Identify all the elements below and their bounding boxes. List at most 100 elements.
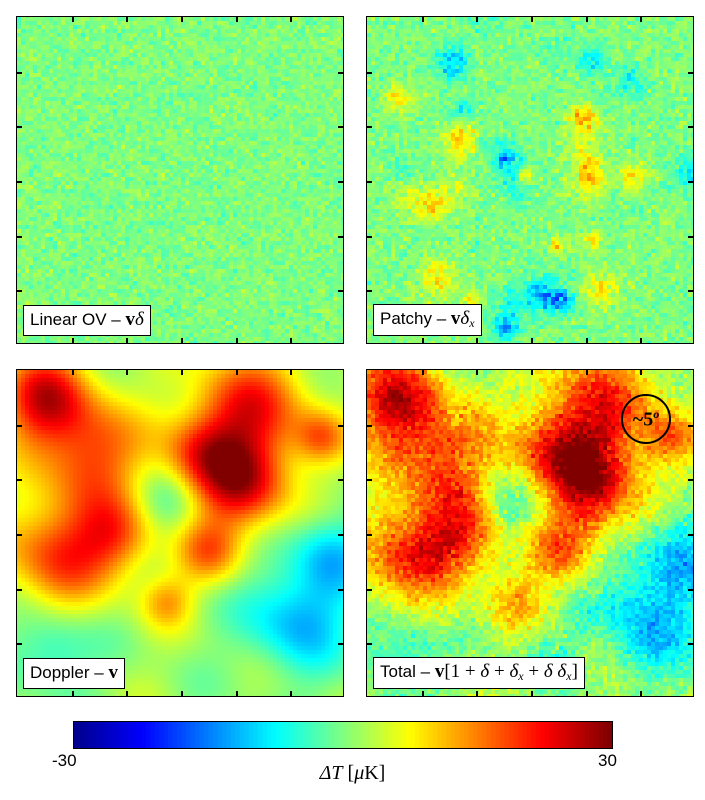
axis-tick xyxy=(290,17,292,22)
axis-tick xyxy=(338,72,343,74)
colorbar-segment xyxy=(96,722,102,748)
colorbar-segment xyxy=(159,722,165,748)
colorbar-segment xyxy=(199,722,205,748)
axis-tick xyxy=(476,691,478,696)
axis-tick xyxy=(476,338,478,343)
heatmap-patchy xyxy=(367,17,693,343)
axis-tick xyxy=(236,691,238,696)
colorbar-segment xyxy=(208,722,214,748)
colorbar-segment xyxy=(168,722,174,748)
scale-marker-circle: ~5o xyxy=(621,394,671,444)
colorbar-segment xyxy=(311,722,317,748)
axis-tick xyxy=(17,72,22,74)
axis-tick xyxy=(586,691,588,696)
colorbar-segment xyxy=(320,722,326,748)
axis-tick xyxy=(181,338,183,343)
colorbar-segment xyxy=(351,722,358,748)
colorbar-segment xyxy=(141,722,147,748)
colorbar-segment xyxy=(127,722,133,748)
axis-tick xyxy=(640,691,642,696)
colorbar-segment xyxy=(195,722,201,748)
colorbar-segment xyxy=(383,722,389,748)
axis-tick xyxy=(338,589,343,591)
colorbar-segment xyxy=(74,722,80,748)
colorbar-segment xyxy=(163,722,169,748)
panel-label-linear-ov: Linear OV – vδ xyxy=(23,305,151,336)
colorbar-segment xyxy=(526,722,532,748)
colorbar-segment xyxy=(123,722,129,748)
colorbar-segment xyxy=(405,722,411,748)
axis-tick xyxy=(688,290,693,292)
axis-tick xyxy=(290,370,292,375)
colorbar-segment xyxy=(576,722,582,748)
label-math: vδx xyxy=(451,308,475,330)
axis-tick xyxy=(476,370,478,375)
colorbar-segment xyxy=(499,722,505,748)
axis-tick xyxy=(367,126,372,128)
axis-tick xyxy=(586,17,588,22)
label-text: Linear OV – xyxy=(30,310,121,329)
axis-tick xyxy=(181,691,183,696)
axis-tick xyxy=(72,370,74,375)
colorbar xyxy=(73,721,613,749)
axis-tick xyxy=(586,338,588,343)
colorbar-segment xyxy=(118,722,124,748)
colorbar-segment xyxy=(473,722,479,748)
colorbar-segment xyxy=(589,722,595,748)
axis-tick xyxy=(367,479,372,481)
colorbar-segment xyxy=(495,722,501,748)
axis-tick xyxy=(338,534,343,536)
colorbar-segment xyxy=(190,722,196,748)
colorbar-segment xyxy=(365,722,371,748)
colorbar-segment xyxy=(513,722,519,748)
colorbar-segment xyxy=(378,722,384,748)
axis-tick xyxy=(17,425,22,427)
axis-tick xyxy=(338,290,343,292)
colorbar-segment xyxy=(284,722,290,748)
axis-tick xyxy=(367,236,372,238)
colorbar-segment xyxy=(455,722,461,748)
colorbar-segment xyxy=(244,722,250,748)
axis-tick xyxy=(531,691,533,696)
axis-tick xyxy=(640,370,642,375)
colorbar-segment xyxy=(508,722,514,748)
axis-tick xyxy=(367,643,372,645)
colorbar-segment xyxy=(338,722,344,748)
colorbar-segment xyxy=(266,722,272,748)
colorbar-segment xyxy=(535,722,541,748)
axis-tick xyxy=(17,643,22,645)
axis-tick xyxy=(338,425,343,427)
axis-tick xyxy=(72,17,74,22)
colorbar-segment xyxy=(446,722,452,748)
heatmap-linear-ov xyxy=(17,17,343,343)
colorbar-segment xyxy=(428,722,434,748)
colorbar-segment xyxy=(544,722,550,748)
colorbar-segment xyxy=(450,722,456,748)
axis-tick xyxy=(126,17,128,22)
colorbar-segment xyxy=(87,722,93,748)
axis-tick xyxy=(640,17,642,22)
colorbar-segment xyxy=(585,722,591,748)
axis-tick xyxy=(422,338,424,343)
axis-tick xyxy=(290,691,292,696)
colorbar-segment xyxy=(504,722,510,748)
label-math: v xyxy=(108,662,118,683)
colorbar-segment xyxy=(248,722,254,748)
axis-tick xyxy=(290,338,292,343)
colorbar-segment xyxy=(325,722,331,748)
colorbar-segment xyxy=(154,722,160,748)
axis-tick xyxy=(688,236,693,238)
colorbar-segment xyxy=(132,722,138,748)
colorbar-segment xyxy=(280,722,286,748)
colorbar-segment xyxy=(562,722,568,748)
axis-tick xyxy=(236,338,238,343)
colorbar-segment xyxy=(145,722,151,748)
colorbar-segment xyxy=(150,722,156,748)
colorbar-segment xyxy=(262,722,268,748)
colorbar-segment xyxy=(468,722,474,748)
colorbar-segment xyxy=(105,722,111,748)
panel-patchy: Patchy – vδx xyxy=(366,16,694,344)
colorbar-segment xyxy=(221,722,228,748)
colorbar-segment xyxy=(172,722,178,748)
colorbar-segment xyxy=(553,722,559,748)
